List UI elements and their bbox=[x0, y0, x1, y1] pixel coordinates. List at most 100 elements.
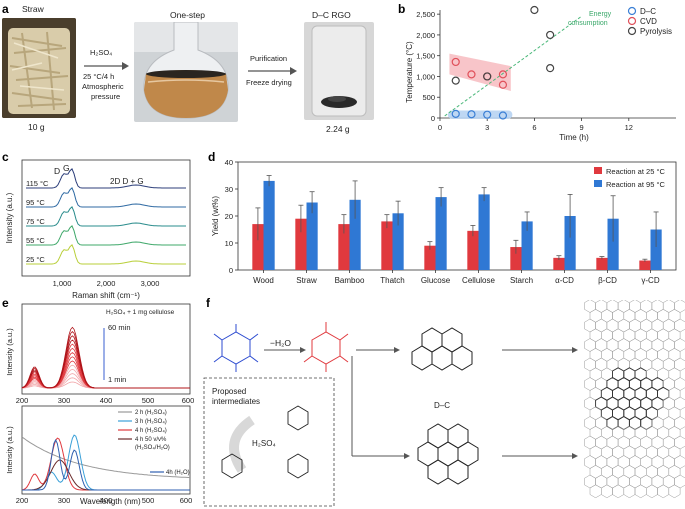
lattice-hexagon bbox=[601, 484, 613, 499]
c-xtick-0: 1,000 bbox=[53, 279, 72, 288]
lattice-hexagon bbox=[612, 484, 625, 499]
reagent-label: H₂SO₄ bbox=[90, 48, 113, 57]
lattice-hexagon bbox=[674, 300, 685, 313]
d-ytick: 30 bbox=[225, 185, 233, 194]
lattice-hexagon bbox=[657, 426, 670, 440]
product-label: D–C RGO bbox=[312, 10, 351, 20]
lattice-hexagon bbox=[674, 318, 685, 333]
lattice-hexagon bbox=[612, 328, 625, 343]
mass-out: 2.24 g bbox=[326, 124, 350, 134]
e-bot-xtick-1: 300 bbox=[58, 496, 71, 505]
e-top-curve bbox=[21, 347, 190, 389]
conditions-1: 25 °C/4 h bbox=[83, 72, 115, 81]
e-top-frame bbox=[21, 303, 191, 395]
lattice-hexagon bbox=[634, 328, 647, 343]
lattice-hexagon bbox=[589, 445, 602, 460]
lattice-hexagon bbox=[589, 426, 602, 440]
b-ytick: 500 bbox=[422, 93, 435, 102]
lattice-hexagon bbox=[674, 455, 685, 469]
panel-e-letter: e bbox=[2, 296, 9, 310]
c-spectrum-label: 115 °C bbox=[26, 179, 49, 188]
lattice-hexagon bbox=[668, 445, 681, 460]
lattice-hexagon bbox=[634, 484, 647, 499]
straw-label: Straw bbox=[22, 4, 44, 14]
d-bar-95 bbox=[650, 229, 662, 270]
d-bar-95 bbox=[564, 216, 576, 270]
e-top-xtick-4: 600 bbox=[182, 396, 195, 405]
e-legend-1: 3 h (H₂SO₄) bbox=[135, 419, 167, 425]
e-legend-2: 4 h (H₂SO₄) bbox=[135, 428, 167, 434]
d-bar-95 bbox=[392, 213, 404, 270]
raman-chart: 115 °C95 °C75 °C55 °C25 °C D G 2D D + G … bbox=[5, 159, 191, 300]
d-bar-25 bbox=[596, 257, 608, 270]
lattice-hexagon bbox=[657, 484, 670, 499]
lattice-hexagon bbox=[623, 348, 636, 362]
conditions-2: Atmospheric bbox=[82, 82, 124, 91]
b-point-pyro bbox=[483, 72, 492, 81]
d-category-label: Bamboo bbox=[335, 276, 365, 285]
lattice-hexagon bbox=[657, 465, 670, 479]
freeze-label: Freeze drying bbox=[246, 78, 292, 87]
c-spectrum-label: 55 °C bbox=[26, 236, 45, 245]
proposed-2: intermediates bbox=[212, 397, 260, 406]
lattice-hexagon bbox=[668, 426, 681, 440]
d-category-label: Straw bbox=[296, 276, 317, 285]
e-top-curve bbox=[21, 360, 190, 389]
temperature-chart: 0 500 1,000 1,500 2,000 2,500 0 3 6 9 12 Temperatu… bbox=[405, 5, 676, 142]
b-ytick: 1,500 bbox=[416, 52, 435, 61]
lattice-hexagon bbox=[662, 474, 675, 489]
straw-jar-illustration bbox=[2, 18, 76, 118]
lattice-hexagon bbox=[662, 300, 675, 313]
d-bar-25 bbox=[424, 245, 436, 270]
f-arrow-3-head bbox=[572, 347, 578, 353]
d-bar-95 bbox=[478, 194, 490, 270]
lattice-hexagon bbox=[640, 338, 653, 352]
e-legend: 2 h (H₂SO₄) 3 h (H₂SO₄) 4 h (H₂SO₄) 4 h … bbox=[118, 410, 170, 451]
d-ytick: 40 bbox=[225, 158, 233, 167]
lattice-hexagon bbox=[646, 484, 658, 499]
b-legend-dc-marker bbox=[627, 6, 637, 16]
lattice-hexagon bbox=[640, 415, 653, 431]
d-legend-95-swatch bbox=[594, 180, 602, 187]
lattice-hexagon bbox=[662, 318, 675, 333]
b-ytick: 0 bbox=[431, 114, 435, 123]
lattice-hexagon bbox=[662, 338, 675, 352]
f-arrow-1-head bbox=[300, 347, 306, 353]
c-spectrum-label: 75 °C bbox=[26, 217, 45, 226]
proposed-1: Proposed bbox=[212, 387, 246, 396]
e-legend-3: 4 h 50 v/v% bbox=[135, 437, 167, 443]
minus-h2o: −H₂O bbox=[270, 338, 291, 348]
onestep-label: One-step bbox=[170, 10, 205, 20]
b-xtick: 3 bbox=[485, 123, 489, 132]
glucose-structure bbox=[213, 324, 259, 372]
e-bot-xtick-2: 400 bbox=[100, 496, 113, 505]
d-category-label: Thatch bbox=[380, 276, 404, 285]
arrow-2 bbox=[248, 67, 297, 75]
intermediate-structures bbox=[221, 405, 309, 479]
dc-label: D–C bbox=[434, 401, 450, 410]
panel-c-letter: c bbox=[2, 150, 9, 164]
b-legend-cvd-marker bbox=[627, 16, 637, 26]
lattice-hexagon bbox=[634, 348, 647, 362]
lattice-hexagon bbox=[612, 445, 625, 460]
d-legend-25: Reaction at 25 °C bbox=[606, 167, 665, 176]
lattice-hexagon bbox=[606, 474, 619, 489]
lattice-hexagon bbox=[606, 300, 619, 313]
lattice-hexagon bbox=[662, 357, 675, 372]
lattice-hexagon bbox=[629, 300, 641, 313]
b-cvd-region bbox=[449, 53, 511, 91]
lattice-hexagon bbox=[634, 465, 647, 479]
e-top-curve bbox=[21, 343, 190, 389]
lattice-hexagon bbox=[584, 357, 596, 372]
e-bot-frame bbox=[21, 405, 191, 495]
c-frame bbox=[21, 159, 191, 277]
lattice-hexagon bbox=[646, 348, 658, 362]
c-xtick-2: 3,000 bbox=[141, 279, 160, 288]
flask-illustration bbox=[134, 22, 238, 122]
e-t60: 60 min bbox=[108, 323, 131, 332]
lattice-hexagon bbox=[623, 309, 636, 323]
c-spectrum-label: 25 °C bbox=[26, 255, 45, 264]
e-top-ylabel: Intensity (a.u.) bbox=[5, 328, 14, 376]
d-category-label: Glucose bbox=[421, 276, 451, 285]
lattice-hexagon bbox=[657, 309, 670, 323]
